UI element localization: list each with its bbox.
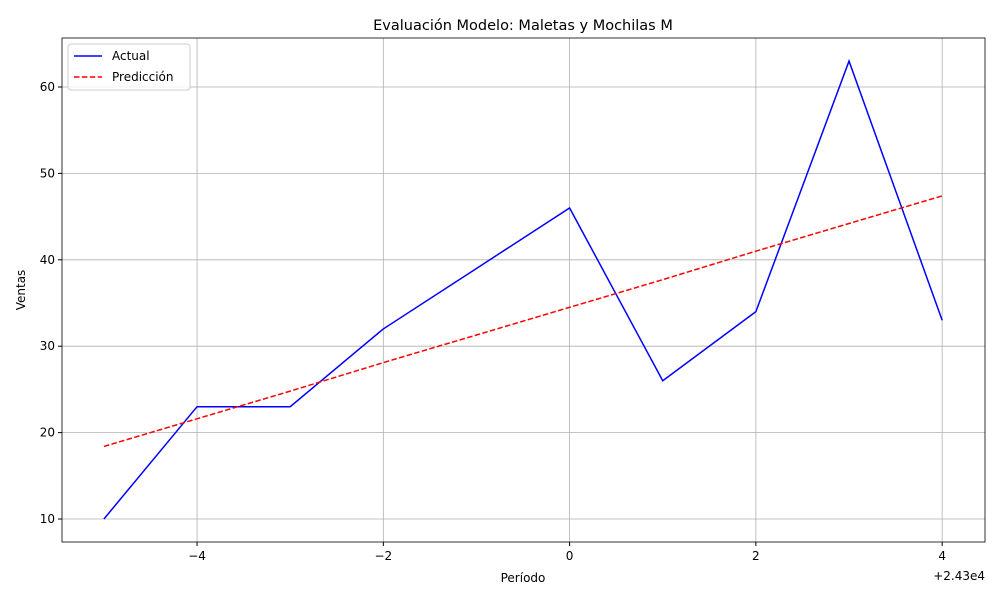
x-tick-label: −2 <box>374 549 392 563</box>
y-tick-label: 50 <box>40 166 55 180</box>
chart-title: Evaluación Modelo: Maletas y Mochilas M <box>373 18 673 34</box>
x-tick-label: −4 <box>188 549 206 563</box>
x-tick-label: 4 <box>938 549 946 563</box>
y-axis-label: Ventas <box>14 270 28 311</box>
legend-label: Predicción <box>112 70 174 84</box>
y-tick-label: 10 <box>40 512 55 526</box>
x-offset-label: +2.43e4 <box>933 569 985 583</box>
x-axis-label: Período <box>501 571 546 585</box>
line-series <box>103 195 943 448</box>
line-series <box>103 58 943 520</box>
plot-frame <box>61 37 986 543</box>
y-tick-label: 40 <box>40 253 55 267</box>
x-tick-label: 0 <box>566 549 574 563</box>
x-tick-label: 2 <box>752 549 760 563</box>
y-tick-label: 60 <box>40 80 55 94</box>
y-tick-label: 20 <box>40 426 55 440</box>
y-tick-label: 30 <box>40 339 55 353</box>
legend-label: Actual <box>112 49 150 63</box>
